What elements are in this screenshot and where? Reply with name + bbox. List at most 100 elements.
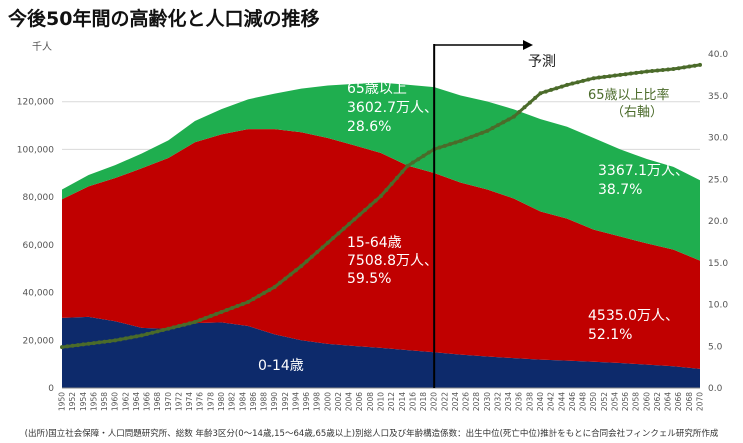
y-left-tick-label: 80,000 — [23, 193, 55, 203]
y-left-tick-label: 20,000 — [23, 336, 55, 346]
ratio-marker — [469, 134, 474, 139]
x-tick-label: 2062 — [653, 392, 662, 411]
ratio-marker — [596, 75, 601, 80]
ratio-marker — [208, 314, 213, 319]
x-tick-label: 1962 — [121, 392, 130, 411]
x-tick-label: 2038 — [525, 392, 534, 411]
annotation-ratio-label: 65歳以上比率 — [588, 87, 670, 103]
x-tick-label: 2014 — [398, 392, 407, 411]
annotation-ratio-label: （右軸） — [611, 105, 663, 120]
ratio-marker — [91, 341, 96, 346]
ratio-marker — [437, 145, 442, 150]
x-tick-label: 1992 — [281, 392, 290, 411]
x-tick-label: 1952 — [68, 392, 77, 411]
ratio-marker — [543, 89, 548, 94]
ratio-marker — [299, 264, 304, 269]
ratio-marker — [442, 143, 447, 148]
x-tick-label: 2020 — [430, 392, 439, 411]
ratio-marker — [533, 95, 538, 100]
ratio-marker — [634, 70, 639, 75]
source-note: (出所)国立社会保障・人口問題研究所、総数 年齢3区分(0～14歳,15～64歳… — [24, 429, 719, 439]
ratio-marker — [171, 325, 176, 330]
x-tick-label: 2058 — [632, 392, 641, 411]
ratio-marker — [490, 125, 495, 130]
ratio-marker — [421, 153, 426, 158]
x-tick-label: 1980 — [217, 392, 226, 411]
ratio-marker — [166, 326, 171, 331]
ratio-marker — [480, 130, 485, 135]
ratio-marker — [394, 175, 399, 180]
x-tick-label: 1958 — [100, 392, 109, 411]
x-tick-label: 2042 — [547, 392, 556, 411]
x-tick-label: 1970 — [164, 392, 173, 411]
ratio-marker — [426, 150, 431, 155]
ratio-marker — [586, 77, 591, 82]
ratio-marker — [277, 280, 282, 285]
slide-title: 今後50年間の高齢化と人口減の推移 — [8, 8, 320, 30]
forecast-label: 予測 — [528, 54, 556, 70]
y-left-tick-label: 120,000 — [17, 98, 54, 108]
ratio-marker — [267, 287, 272, 292]
ratio-marker — [485, 128, 490, 133]
ratio-marker — [384, 187, 389, 192]
x-tick-label: 2064 — [664, 392, 673, 411]
ratio-marker — [102, 339, 107, 344]
x-tick-label: 2026 — [462, 392, 471, 411]
ratio-marker — [581, 78, 586, 83]
annotation-working-2070: 52.1% — [588, 327, 632, 343]
x-tick-label: 1978 — [206, 392, 215, 411]
ratio-marker — [187, 321, 192, 326]
ratio-marker — [511, 114, 516, 119]
ratio-marker — [107, 339, 112, 344]
ratio-marker — [336, 231, 341, 236]
annotation-elderly-2020: 65歳以上 — [347, 81, 407, 97]
ratio-marker — [155, 329, 160, 334]
ratio-marker — [293, 268, 298, 273]
ratio-marker — [198, 318, 203, 323]
ratio-marker — [161, 328, 166, 333]
x-tick-label: 2066 — [674, 392, 683, 411]
ratio-marker — [224, 308, 229, 313]
ratio-marker — [315, 250, 320, 255]
ratio-marker — [373, 198, 378, 203]
ratio-marker — [549, 87, 554, 92]
ratio-marker — [612, 73, 617, 78]
x-tick-label: 2006 — [355, 392, 364, 411]
y-right-tick-label: 15.0 — [708, 259, 728, 269]
x-tick-label: 2022 — [440, 392, 449, 411]
ratio-marker — [660, 68, 665, 73]
ratio-marker — [644, 69, 649, 74]
ratio-marker — [453, 140, 458, 145]
ratio-marker — [448, 142, 453, 147]
ratio-marker — [410, 160, 415, 165]
ratio-marker — [501, 120, 506, 125]
y-right-tick-label: 0.0 — [708, 384, 723, 394]
x-tick-label: 1982 — [228, 392, 237, 411]
ratio-marker — [464, 136, 469, 141]
ratio-marker — [405, 163, 410, 168]
ratio-marker — [682, 65, 687, 70]
annotation-working-2020: 59.5% — [347, 271, 391, 287]
ratio-marker — [347, 222, 352, 227]
ratio-marker — [676, 66, 681, 71]
x-tick-label: 1950 — [58, 392, 67, 411]
x-tick-label: 2016 — [408, 392, 417, 411]
ratio-marker — [230, 306, 235, 311]
x-tick-label: 1956 — [89, 392, 98, 411]
ratio-marker — [363, 207, 368, 212]
ratio-marker — [591, 76, 596, 81]
ratio-marker — [75, 343, 80, 348]
ratio-marker — [618, 72, 623, 77]
ratio-marker — [623, 72, 628, 77]
ratio-marker — [389, 181, 394, 186]
ratio-marker — [256, 293, 261, 298]
y-right-tick-label: 30.0 — [708, 134, 728, 144]
x-tick-label: 1986 — [249, 392, 258, 411]
ratio-marker — [692, 63, 697, 68]
annotation-young: 0-14歳 — [258, 358, 304, 374]
x-tick-label: 2068 — [685, 392, 694, 411]
x-tick-label: 2010 — [377, 392, 386, 411]
x-tick-label: 2002 — [334, 392, 343, 411]
ratio-marker — [602, 74, 607, 79]
ratio-marker — [607, 74, 612, 79]
